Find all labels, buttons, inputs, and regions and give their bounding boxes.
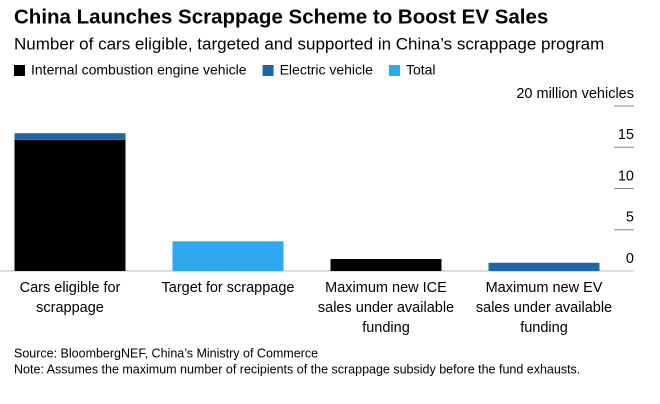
y-tick-label: 10 xyxy=(618,168,634,184)
source: Source: BloombergNEF, China’s Ministry o… xyxy=(14,346,318,360)
bar-segment xyxy=(14,133,126,140)
note: Note: Assumes the maximum number of reci… xyxy=(14,362,580,376)
x-tick-label: Maximum new EV sales under available fun… xyxy=(475,280,613,336)
chart-title: China Launches Scrappage Scheme to Boost… xyxy=(14,5,548,28)
legend-swatch xyxy=(262,65,274,76)
legend-swatch xyxy=(14,65,25,76)
legend-label: Total xyxy=(406,62,436,78)
y-tick-label: 15 xyxy=(618,127,634,143)
bar-segment xyxy=(172,241,284,271)
legend-swatch xyxy=(388,65,400,76)
legend-label: Internal combustion engine vehicle xyxy=(31,62,247,78)
bar-segment xyxy=(488,262,600,271)
chart-subtitle: Number of cars eligible, targeted and su… xyxy=(14,34,604,53)
x-tick-label: Target for scrappage xyxy=(161,280,295,296)
y-tick-label: 20 million vehicles xyxy=(516,86,634,102)
x-tick-label: Maximum new ICE sales under available fu… xyxy=(317,280,455,336)
bar-segment xyxy=(330,259,442,271)
y-tick-label: 5 xyxy=(626,210,634,226)
y-tick-label: 0 xyxy=(626,251,634,267)
x-tick-label: Cars eligible for scrappage xyxy=(19,280,121,316)
legend-label: Electric vehicle xyxy=(280,62,374,78)
bar-segment xyxy=(14,139,126,271)
